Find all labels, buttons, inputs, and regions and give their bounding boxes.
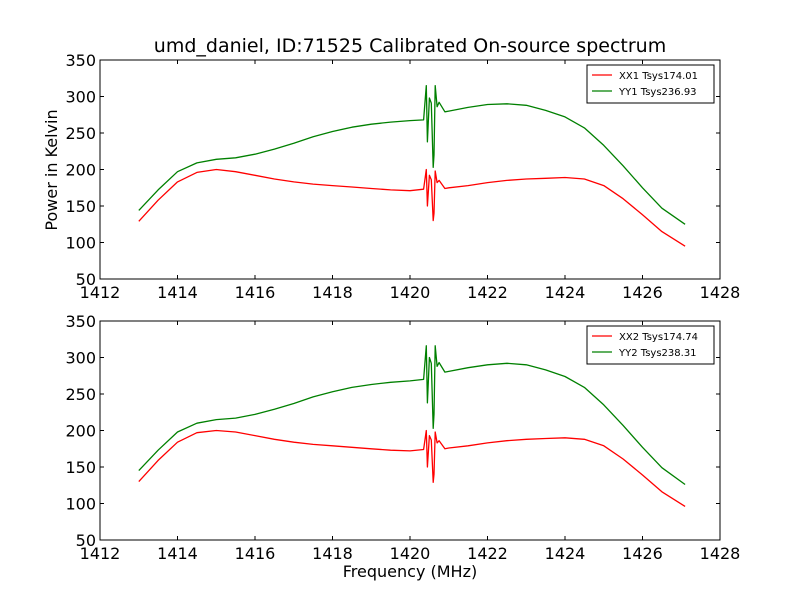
- legend: XX2 Tsys174.74 YY2 Tsys238.31: [586, 325, 715, 365]
- x-tick-label: 1420: [390, 283, 431, 302]
- x-tick-label: 1428: [700, 283, 741, 302]
- series-line-yy1: [138, 84, 686, 225]
- y-tick-label: 50: [76, 270, 96, 289]
- x-tick-label: 1414: [157, 544, 198, 563]
- x-tick-label: 1426: [622, 283, 663, 302]
- legend-entry: YY1 Tsys236.93: [618, 87, 697, 98]
- series-line-xx2: [138, 429, 686, 507]
- x-axis-label: Frequency (MHz): [343, 562, 477, 581]
- legend-entry: XX2 Tsys174.74: [619, 332, 698, 343]
- y-tick-label: 350: [65, 51, 96, 70]
- y-tick-label: 150: [65, 197, 96, 216]
- legend-entry: XX1 Tsys174.01: [619, 71, 698, 82]
- y-tick-label: 250: [65, 385, 96, 404]
- upper-panel: 1412 1414 1416 1418 1420 1422 1424 1426 1428 50 10…: [65, 51, 740, 302]
- legend-box: [586, 325, 715, 365]
- x-tick-label: 1412: [80, 283, 121, 302]
- y-axis-label: Power in Kelvin: [42, 109, 61, 230]
- y-tick-label: 250: [65, 124, 96, 143]
- x-tick-label: 1424: [545, 544, 586, 563]
- lower-panel: 1412 1414 1416 1418 1420 1422 1424 1426 1428 50 10…: [65, 312, 740, 563]
- series-lines: [138, 84, 686, 247]
- y-tick-label: 150: [65, 458, 96, 477]
- x-tick-label: 1420: [390, 544, 431, 563]
- legend-box: [586, 64, 715, 104]
- x-tick-label: 1428: [700, 544, 741, 563]
- x-tick-label: 1418: [312, 283, 353, 302]
- x-tick-label: 1424: [545, 283, 586, 302]
- y-tick-label: 300: [65, 349, 96, 368]
- x-tick-label: 1426: [622, 544, 663, 563]
- legend: XX1 Tsys174.01 YY1 Tsys236.93: [586, 64, 715, 104]
- series-line-xx1: [138, 168, 686, 247]
- y-tick-label: 100: [65, 495, 96, 514]
- x-tick-label: 1414: [157, 283, 198, 302]
- x-tick-label: 1412: [80, 544, 121, 563]
- y-tick-label: 200: [65, 161, 96, 180]
- x-tick-label: 1422: [467, 283, 508, 302]
- y-tick-label: 50: [76, 531, 96, 550]
- y-tick-label: 300: [65, 88, 96, 107]
- legend-entry: YY2 Tsys238.31: [618, 348, 697, 359]
- chart-title: umd_daniel, ID:71525 Calibrated On-sourc…: [154, 35, 666, 57]
- x-tick-label: 1416: [235, 544, 276, 563]
- y-tick-label: 200: [65, 422, 96, 441]
- x-tick-label: 1416: [235, 283, 276, 302]
- y-tick-label: 350: [65, 312, 96, 331]
- x-tick-label: 1422: [467, 544, 508, 563]
- series-line-yy2: [138, 345, 686, 486]
- series-lines: [138, 345, 686, 507]
- x-tick-label: 1418: [312, 544, 353, 563]
- y-tick-label: 100: [65, 234, 96, 253]
